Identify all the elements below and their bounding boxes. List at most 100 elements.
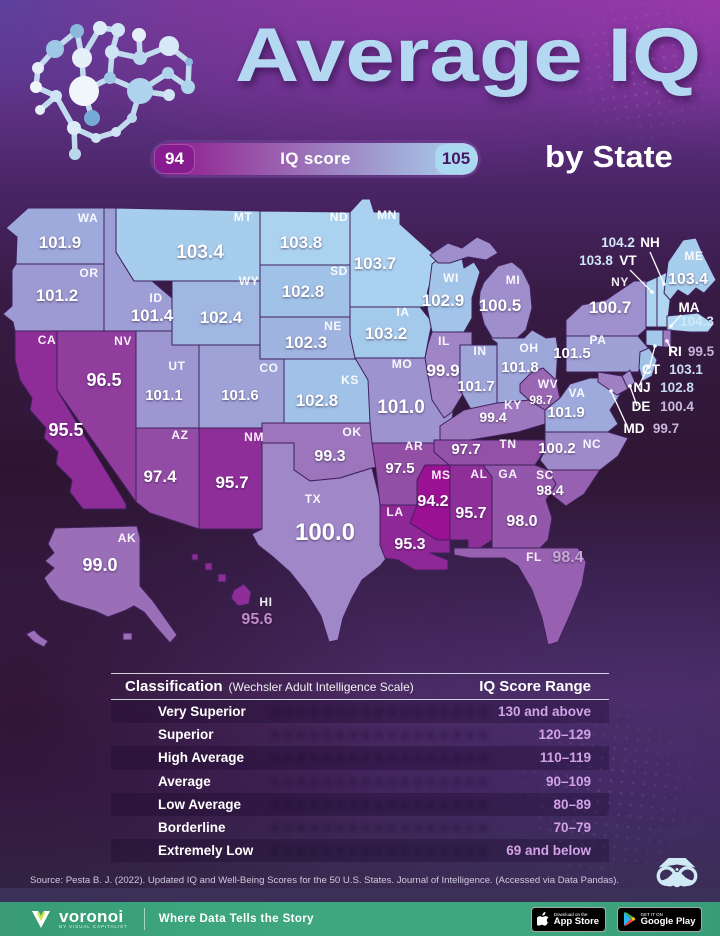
svg-text:103.7: 103.7 [354, 254, 397, 273]
svg-text:103.8: 103.8 [280, 233, 323, 252]
svg-text:99.7: 99.7 [653, 421, 679, 436]
svg-text:AZ: AZ [171, 428, 188, 442]
svg-text:ND: ND [330, 210, 349, 224]
svg-text:UT: UT [168, 359, 185, 373]
svg-text:WV: WV [538, 377, 559, 391]
svg-text:SC: SC [536, 468, 554, 482]
svg-text:ME: ME [684, 249, 703, 263]
svg-text:101.9: 101.9 [547, 404, 585, 421]
svg-text:101.5: 101.5 [553, 345, 591, 362]
svg-text:WI: WI [443, 271, 459, 285]
svg-text:101.1: 101.1 [145, 387, 183, 404]
svg-text:100.4: 100.4 [660, 399, 694, 414]
svg-text:VA: VA [569, 386, 586, 400]
svg-text:MA: MA [679, 300, 700, 315]
svg-text:CT: CT [642, 362, 661, 377]
svg-text:AL: AL [470, 467, 487, 481]
svg-text:AR: AR [405, 439, 424, 453]
svg-text:IA: IA [396, 305, 409, 319]
svg-text:100.7: 100.7 [589, 298, 632, 317]
svg-text:MO: MO [392, 357, 413, 371]
svg-text:VT: VT [619, 253, 637, 268]
svg-text:101.2: 101.2 [36, 286, 79, 305]
svg-text:97.4: 97.4 [143, 467, 177, 486]
svg-text:103.8: 103.8 [579, 253, 613, 268]
svg-text:99.0: 99.0 [82, 555, 117, 575]
svg-text:NE: NE [324, 319, 342, 333]
svg-text:NV: NV [114, 334, 132, 348]
svg-text:98.0: 98.0 [506, 513, 537, 530]
svg-text:103.4: 103.4 [176, 242, 224, 263]
svg-text:99.3: 99.3 [314, 448, 345, 465]
svg-text:NJ: NJ [633, 380, 650, 395]
svg-text:104.2: 104.2 [601, 235, 635, 250]
svg-text:102.3: 102.3 [285, 333, 328, 352]
svg-text:OK: OK [342, 425, 361, 439]
svg-text:102.8: 102.8 [660, 380, 694, 395]
svg-text:95.6: 95.6 [241, 611, 272, 628]
svg-text:KY: KY [504, 398, 522, 412]
svg-text:98.7: 98.7 [529, 393, 553, 407]
svg-text:DE: DE [632, 399, 651, 414]
svg-text:97.5: 97.5 [385, 460, 414, 477]
svg-text:94.2: 94.2 [417, 493, 448, 510]
svg-text:KS: KS [341, 373, 359, 387]
svg-text:MI: MI [506, 273, 521, 287]
svg-text:NM: NM [244, 430, 264, 444]
svg-text:WY: WY [239, 274, 260, 288]
svg-text:100.2: 100.2 [538, 440, 576, 457]
svg-text:101.9: 101.9 [39, 233, 82, 252]
svg-text:99.9: 99.9 [426, 361, 459, 380]
svg-text:AK: AK [118, 531, 137, 545]
svg-text:NY: NY [611, 275, 629, 289]
svg-text:OR: OR [79, 266, 98, 280]
svg-text:102.8: 102.8 [282, 282, 325, 301]
svg-text:102.8: 102.8 [296, 391, 339, 410]
svg-text:95.7: 95.7 [455, 505, 486, 522]
svg-text:MN: MN [377, 208, 397, 222]
svg-text:CO: CO [259, 361, 278, 375]
svg-text:103.1: 103.1 [669, 362, 703, 377]
svg-text:98.4: 98.4 [552, 549, 583, 566]
svg-text:MS: MS [431, 468, 450, 482]
svg-text:95.3: 95.3 [394, 536, 425, 553]
svg-text:102.9: 102.9 [422, 291, 465, 310]
svg-text:PA: PA [590, 333, 607, 347]
svg-text:HI: HI [259, 595, 272, 609]
svg-text:102.4: 102.4 [200, 308, 243, 327]
svg-text:96.5: 96.5 [86, 370, 121, 390]
svg-text:95.5: 95.5 [48, 420, 83, 440]
svg-text:101.7: 101.7 [457, 378, 495, 395]
svg-text:104.3: 104.3 [680, 314, 714, 329]
svg-text:LA: LA [386, 505, 403, 519]
svg-text:99.4: 99.4 [479, 409, 506, 425]
svg-text:IN: IN [473, 344, 486, 358]
svg-text:ID: ID [149, 291, 162, 305]
svg-text:99.5: 99.5 [688, 344, 715, 359]
svg-text:IL: IL [438, 334, 450, 348]
svg-text:101.0: 101.0 [377, 397, 425, 418]
svg-text:101.6: 101.6 [221, 387, 259, 404]
svg-text:SD: SD [330, 264, 348, 278]
svg-text:100.5: 100.5 [479, 296, 522, 315]
svg-text:103.2: 103.2 [365, 324, 408, 343]
svg-text:97.7: 97.7 [451, 441, 480, 458]
svg-text:MT: MT [234, 210, 253, 224]
svg-text:CA: CA [38, 333, 57, 347]
svg-text:103.4: 103.4 [668, 271, 708, 288]
svg-text:OH: OH [519, 341, 538, 355]
svg-text:MD: MD [624, 421, 645, 436]
svg-text:101.8: 101.8 [501, 359, 539, 376]
svg-text:NC: NC [583, 437, 602, 451]
svg-text:101.4: 101.4 [131, 306, 174, 325]
svg-text:GA: GA [498, 467, 517, 481]
svg-text:TN: TN [499, 437, 516, 451]
svg-text:RI: RI [668, 344, 682, 359]
svg-text:95.7: 95.7 [215, 473, 248, 492]
svg-text:FL: FL [526, 550, 542, 564]
svg-text:TX: TX [305, 492, 322, 506]
svg-text:98.4: 98.4 [536, 482, 563, 498]
svg-text:NH: NH [640, 235, 660, 250]
svg-text:100.0: 100.0 [295, 519, 355, 546]
svg-text:WA: WA [78, 211, 99, 225]
